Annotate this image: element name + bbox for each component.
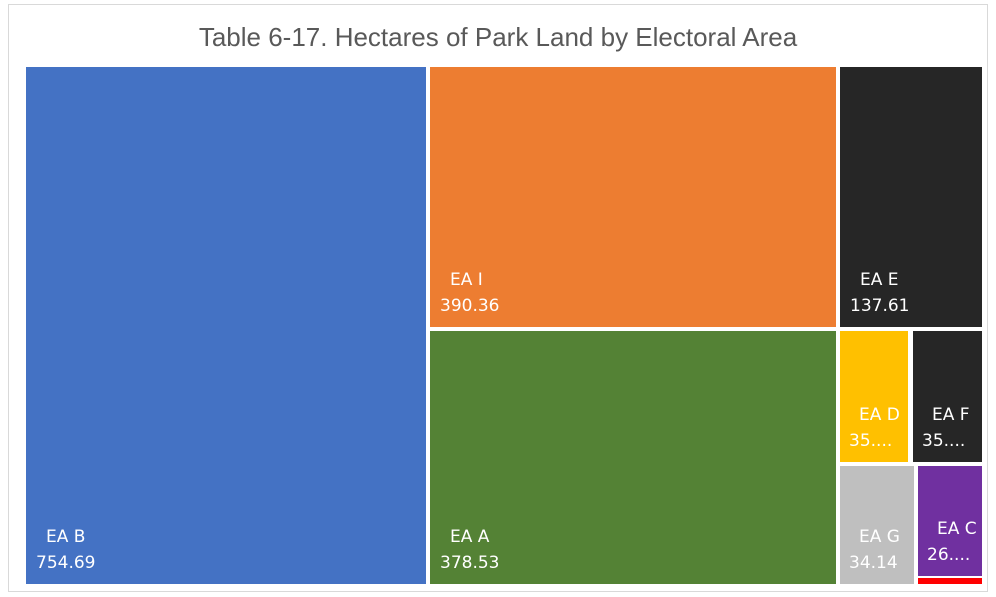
tile-name: EA D: [859, 405, 900, 425]
treemap-tile-ea-g: EA G 34.14: [840, 466, 914, 584]
chart-title: Table 6-17. Hectares of Park Land by Ele…: [198, 22, 798, 52]
tile-label: EA I 390.36: [440, 267, 499, 319]
tile-value: 378.53: [440, 553, 500, 573]
treemap-tile-ea-c: EA C 26....: [918, 466, 982, 576]
treemap-tile-unlabeled-8: [918, 578, 982, 584]
tile-name: EA B: [46, 527, 86, 547]
tile-name: EA A: [450, 527, 490, 547]
tile-name: EA E: [860, 270, 899, 290]
tile-name: EA G: [859, 527, 900, 547]
tile-name: EA I: [450, 270, 483, 290]
tile-value: 26....: [927, 545, 971, 565]
tile-label: EA E 137.61: [850, 267, 909, 319]
treemap-tile-ea-d: EA D 35....: [840, 331, 908, 462]
tile-value: 34.14: [849, 553, 898, 573]
treemap-tile-ea-a: EA A 378.53: [430, 331, 836, 584]
tile-label: EA D 35....: [849, 402, 900, 454]
tile-label: EA B 754.69: [36, 524, 95, 576]
tile-label: EA F 35....: [922, 402, 970, 454]
treemap-tile-ea-i: EA I 390.36: [430, 67, 836, 327]
tile-label: EA G 34.14: [849, 524, 900, 576]
treemap-tile-ea-b: EA B 754.69: [26, 67, 426, 584]
tile-value: 390.36: [440, 296, 500, 316]
tile-value: 35....: [849, 431, 893, 451]
tile-name: EA F: [932, 405, 970, 425]
tile-name: EA C: [937, 519, 977, 539]
treemap-tile-ea-e: EA E 137.61: [840, 67, 982, 327]
tile-label: EA C 26....: [927, 516, 977, 568]
treemap-tile-ea-f: EA F 35....: [913, 331, 982, 462]
tile-label: EA A 378.53: [440, 524, 499, 576]
tile-value: 35....: [922, 431, 966, 451]
tile-value: 137.61: [850, 296, 910, 316]
tile-value: 754.69: [36, 553, 96, 573]
